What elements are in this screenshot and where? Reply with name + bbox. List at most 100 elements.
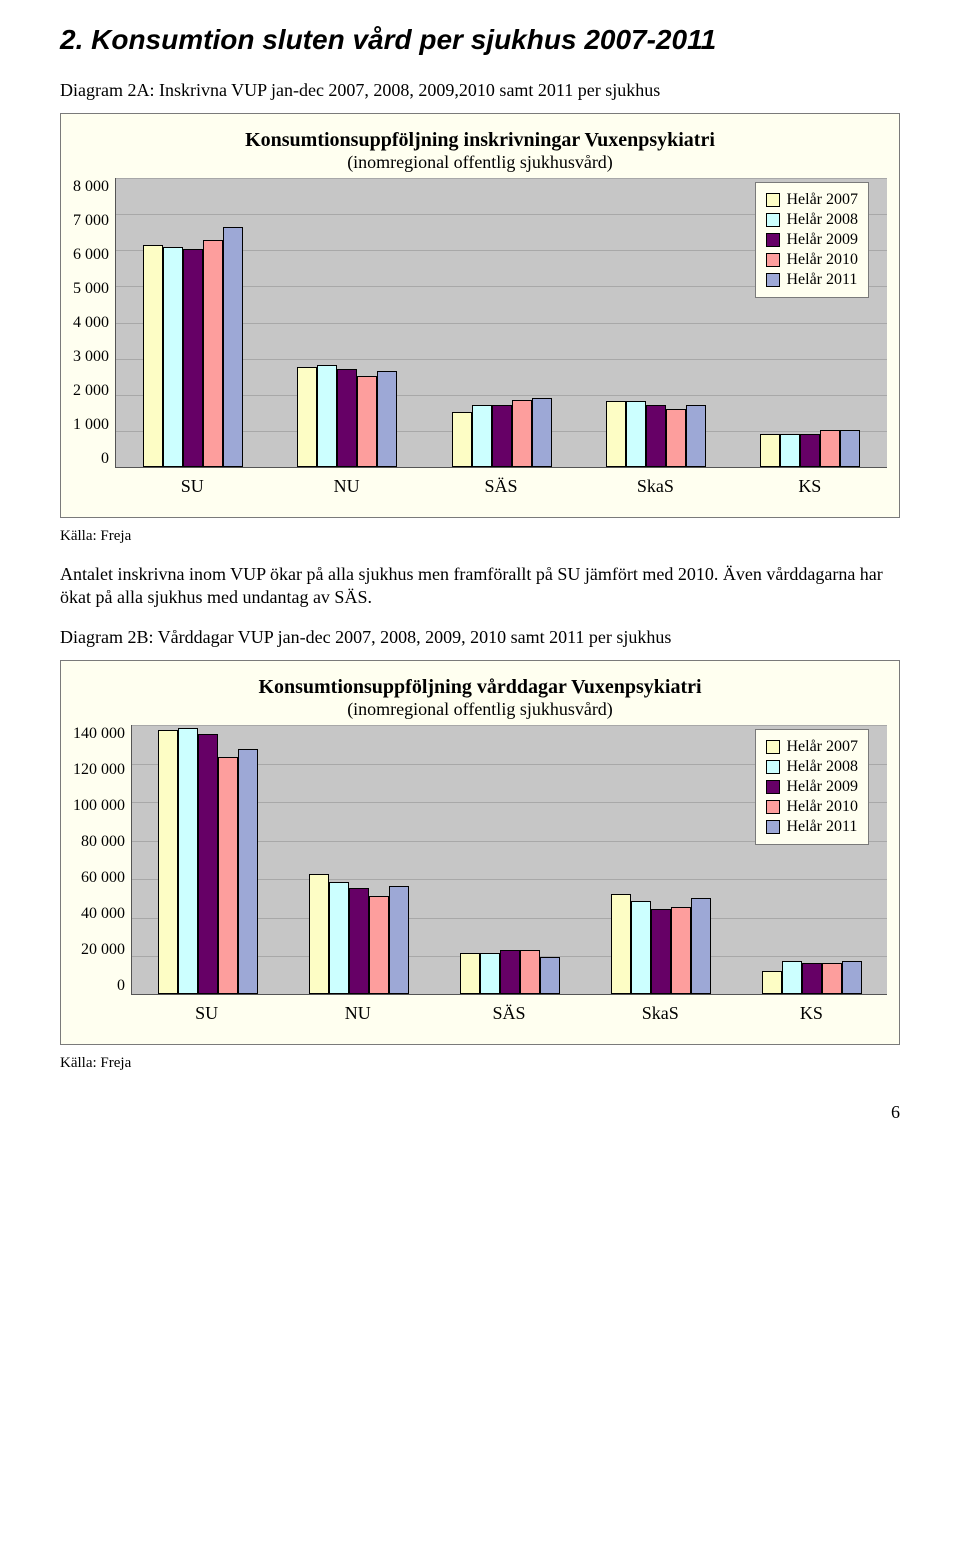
y-tick-label: 1 000 bbox=[73, 416, 109, 434]
legend-swatch bbox=[766, 780, 780, 794]
bar bbox=[606, 401, 626, 466]
bar bbox=[800, 434, 820, 467]
y-tick-label: 100 000 bbox=[73, 797, 125, 815]
page-number: 6 bbox=[60, 1102, 900, 1123]
legend-item: Helår 2010 bbox=[766, 798, 858, 816]
bar bbox=[158, 730, 178, 994]
y-tick-label: 80 000 bbox=[81, 833, 125, 851]
bar bbox=[163, 247, 183, 466]
chart-2b: Konsumtionsuppföljning vårddagar Vuxenps… bbox=[60, 660, 900, 1045]
y-tick-label: 2 000 bbox=[73, 382, 109, 400]
bar-group bbox=[132, 725, 283, 994]
bar bbox=[369, 896, 389, 994]
bar bbox=[631, 901, 651, 994]
x-tick-label: NU bbox=[269, 476, 423, 497]
bar bbox=[822, 963, 842, 994]
legend-swatch bbox=[766, 193, 780, 207]
bar bbox=[203, 240, 223, 467]
bar bbox=[626, 401, 646, 466]
source-2b: Källa: Freja bbox=[60, 1055, 900, 1072]
x-axis: SUNUSÄSSkaSKS bbox=[115, 476, 887, 497]
legend-item: Helår 2011 bbox=[766, 818, 858, 836]
legend-swatch bbox=[766, 760, 780, 774]
bar bbox=[238, 749, 258, 994]
legend-item: Helår 2010 bbox=[766, 251, 858, 269]
y-tick-label: 5 000 bbox=[73, 280, 109, 298]
x-tick-label: SÄS bbox=[433, 1003, 584, 1024]
legend-item: Helår 2009 bbox=[766, 231, 858, 249]
legend-swatch bbox=[766, 233, 780, 247]
bar bbox=[472, 405, 492, 467]
y-tick-label: 120 000 bbox=[73, 761, 125, 779]
bar bbox=[500, 950, 520, 994]
legend-swatch bbox=[766, 213, 780, 227]
legend-item: Helår 2009 bbox=[766, 778, 858, 796]
y-tick-label: 7 000 bbox=[73, 212, 109, 230]
legend-label: Helår 2011 bbox=[786, 818, 857, 836]
legend-item: Helår 2007 bbox=[766, 738, 858, 756]
y-tick-label: 8 000 bbox=[73, 178, 109, 196]
bar bbox=[317, 365, 337, 467]
x-tick-label: KS bbox=[736, 1003, 887, 1024]
bar bbox=[492, 405, 512, 467]
bar bbox=[452, 412, 472, 466]
bar bbox=[512, 400, 532, 467]
diagram-2b-caption: Diagram 2B: Vårddagar VUP jan-dec 2007, … bbox=[60, 627, 900, 648]
x-tick-label: KS bbox=[733, 476, 887, 497]
bar bbox=[337, 369, 357, 467]
chart-title-line1: Konsumtionsuppföljning inskrivningar Vux… bbox=[73, 128, 887, 152]
legend-item: Helår 2008 bbox=[766, 211, 858, 229]
y-tick-label: 3 000 bbox=[73, 348, 109, 366]
bar bbox=[691, 898, 711, 994]
bar bbox=[651, 909, 671, 994]
bar bbox=[297, 367, 317, 467]
legend-label: Helår 2009 bbox=[786, 778, 858, 796]
legend-label: Helår 2007 bbox=[786, 738, 858, 756]
legend-swatch bbox=[766, 273, 780, 287]
y-axis: 140 000120 000100 00080 00060 00040 0002… bbox=[73, 725, 131, 995]
bar bbox=[329, 882, 349, 994]
legend-label: Helår 2007 bbox=[786, 191, 858, 209]
legend: Helår 2007 Helår 2008 Helår 2009 Helår 2010… bbox=[755, 182, 869, 298]
legend-item: Helår 2007 bbox=[766, 191, 858, 209]
body-paragraph: Antalet inskrivna inom VUP ökar på alla … bbox=[60, 563, 900, 610]
bar bbox=[143, 245, 163, 466]
bar-group bbox=[270, 178, 424, 467]
chart-2a: Konsumtionsuppföljning inskrivningar Vux… bbox=[60, 113, 900, 518]
legend-item: Helår 2008 bbox=[766, 758, 858, 776]
bar bbox=[842, 961, 862, 994]
y-tick-label: 6 000 bbox=[73, 246, 109, 264]
bar bbox=[611, 894, 631, 994]
x-tick-label: SU bbox=[131, 1003, 282, 1024]
legend-item: Helår 2011 bbox=[766, 271, 858, 289]
bar bbox=[377, 371, 397, 467]
chart-title: Konsumtionsuppföljning vårddagar Vuxenps… bbox=[73, 675, 887, 721]
bar bbox=[762, 971, 782, 994]
bar bbox=[460, 953, 480, 994]
legend-swatch bbox=[766, 740, 780, 754]
chart-title-line1: Konsumtionsuppföljning vårddagar Vuxenps… bbox=[73, 675, 887, 699]
bar bbox=[218, 757, 238, 994]
legend-label: Helår 2011 bbox=[786, 271, 857, 289]
bar bbox=[178, 728, 198, 994]
section-title: 2. Konsumtion sluten vård per sjukhus 20… bbox=[60, 24, 900, 56]
bar-group bbox=[424, 178, 578, 467]
bar bbox=[389, 886, 409, 994]
bar bbox=[223, 227, 243, 466]
legend-label: Helår 2010 bbox=[786, 251, 858, 269]
chart-title-line2: (inomregional offentlig sjukhusvård) bbox=[73, 699, 887, 721]
bar bbox=[480, 953, 500, 994]
bar bbox=[820, 430, 840, 466]
bar bbox=[357, 376, 377, 467]
chart-title: Konsumtionsuppföljning inskrivningar Vux… bbox=[73, 128, 887, 174]
bar-group bbox=[116, 178, 270, 467]
bar-group bbox=[579, 178, 733, 467]
bar bbox=[309, 874, 329, 994]
legend-label: Helår 2008 bbox=[786, 758, 858, 776]
y-tick-label: 40 000 bbox=[81, 905, 125, 923]
diagram-2a-caption: Diagram 2A: Inskrivna VUP jan-dec 2007, … bbox=[60, 80, 900, 101]
y-tick-label: 20 000 bbox=[81, 941, 125, 959]
x-axis: SUNUSÄSSkaSKS bbox=[131, 1003, 887, 1024]
bar bbox=[349, 888, 369, 994]
x-tick-label: SU bbox=[115, 476, 269, 497]
